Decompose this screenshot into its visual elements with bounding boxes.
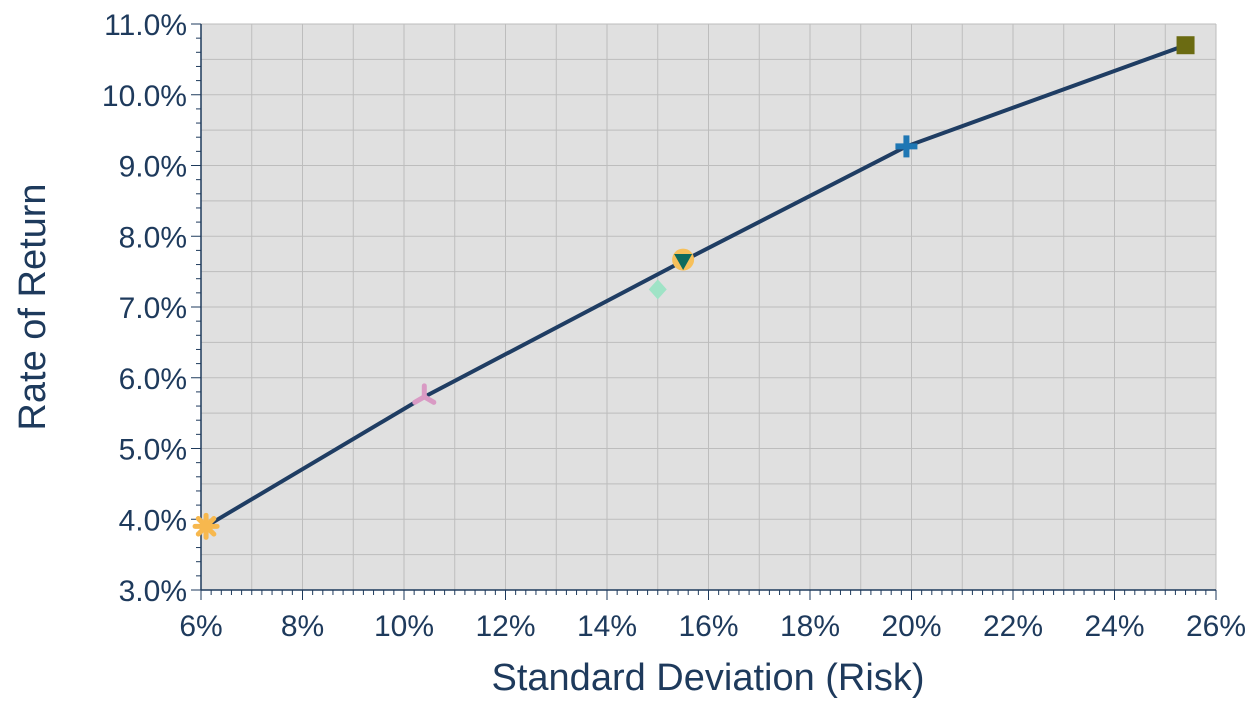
x-tick-label: 26%: [1186, 610, 1246, 643]
y-axis-title: Rate of Return: [12, 183, 54, 430]
y-axis-ticks: 3.0% 4.0% 5.0% 6.0% 7.0% 8.0% 9.0% 10.0% 11.0%: [102, 9, 201, 608]
y-tick-label: 10.0%: [102, 80, 187, 113]
x-tick-label: 10%: [374, 610, 434, 643]
y-tick-label: 7.0%: [119, 292, 187, 325]
data-point-plus: [895, 135, 918, 158]
data-point-tri-down: [412, 383, 437, 405]
x-axis-title: Standard Deviation (Risk): [492, 657, 925, 699]
x-tick-label: 14%: [577, 610, 637, 643]
x-tick-label: 24%: [1084, 610, 1144, 643]
y-tick-label: 6.0%: [119, 363, 187, 396]
y-tick-label: 9.0%: [119, 151, 187, 184]
data-point-square: [1176, 36, 1195, 55]
x-tick-label: 8%: [281, 610, 324, 643]
data-points: [192, 36, 1195, 540]
x-tick-label: 18%: [780, 610, 840, 643]
data-point-triangle-down: [674, 254, 693, 271]
grid: [200, 23, 1217, 591]
y-tick-label: 5.0%: [119, 434, 187, 467]
data-point-diamond: [648, 279, 667, 300]
x-tick-label: 22%: [983, 610, 1043, 643]
y-tick-label: 8.0%: [119, 221, 187, 254]
x-tick-label: 20%: [881, 610, 941, 643]
x-tick-label: 6%: [179, 610, 222, 643]
data-point-asterisk: [192, 512, 220, 540]
x-tick-label: 12%: [475, 610, 535, 643]
y-tick-label: 4.0%: [119, 504, 187, 537]
x-tick-label: 16%: [678, 610, 738, 643]
x-axis-ticks: 6% 8% 10% 12% 14% 16% 18% 20% 22% 24% 26%: [179, 590, 1246, 643]
y-tick-label: 11.0%: [104, 9, 187, 42]
y-tick-label: 3.0%: [119, 575, 187, 608]
